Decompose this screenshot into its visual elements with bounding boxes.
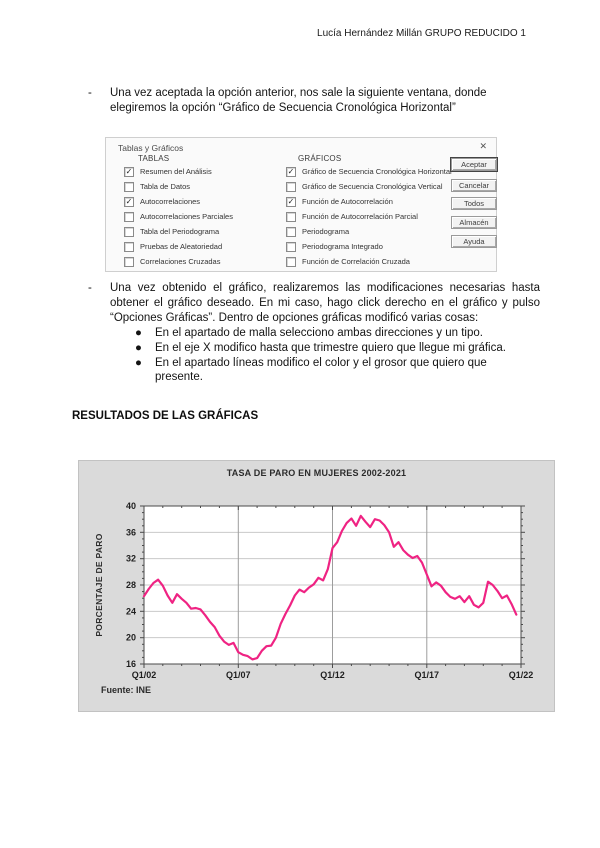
bullet-item-text: En el apartado líneas modifico el color … — [155, 356, 487, 384]
page-header: Lucía Hernández Millán GRUPO REDUCIDO 1 — [317, 28, 526, 39]
svg-text:Q1/07: Q1/07 — [226, 670, 251, 680]
checkbox-resumen-del-analisis[interactable]: ✓ — [124, 166, 134, 177]
checkbox-label: Tabla del Periodograma — [140, 227, 220, 236]
cancelar-button[interactable]: Cancelar — [451, 179, 497, 192]
checkbox-label: Tabla de Datos — [140, 182, 191, 191]
dot-bullet: ● — [135, 327, 142, 339]
aceptar-button[interactable]: Aceptar — [451, 158, 497, 171]
checkbox-label: Resumen del Análisis — [140, 167, 212, 176]
checkbox-grafico-secuencia-vertical[interactable] — [286, 181, 296, 192]
checkbox-label: Función de Autocorrelación — [302, 197, 393, 206]
checkbox-row-funcion-autocorrelacion-parcial[interactable]: Función de Autocorrelación Parcial — [286, 209, 452, 224]
checkbox-funcion-correlacion-cruzada[interactable] — [286, 256, 296, 267]
checkbox-funcion-autocorrelacion-parcial[interactable] — [286, 211, 296, 222]
checkbox-row-correlaciones-cruzadas[interactable]: Correlaciones Cruzadas — [124, 254, 233, 269]
svg-text:Q1/17: Q1/17 — [415, 670, 440, 680]
checkbox-row-resumen-del-analisis[interactable]: ✓ Resumen del Análisis — [124, 164, 233, 179]
checkbox-label: Gráfico de Secuencia Cronológica Horizon… — [302, 167, 452, 176]
bullet-item: ● En el apartado de malla selecciono amb… — [135, 326, 535, 341]
chart-source: Fuente: INE — [101, 685, 152, 695]
svg-text:40: 40 — [126, 501, 136, 511]
checkbox-row-periodograma[interactable]: Periodograma — [286, 224, 452, 239]
graphs-checkbox-column: ✓ Gráfico de Secuencia Cronológica Horiz… — [286, 164, 452, 269]
dot-bullet: ● — [135, 356, 142, 369]
checkbox-label: Autocorrelaciones Parciales — [140, 212, 233, 221]
svg-text:36: 36 — [126, 527, 136, 537]
svg-text:32: 32 — [126, 554, 136, 564]
paragraph-2-text: Una vez obtenido el gráfico, realizaremo… — [110, 282, 540, 324]
svg-text:28: 28 — [126, 580, 136, 590]
checkbox-grafico-secuencia-horizontal[interactable]: ✓ — [286, 166, 296, 177]
checkbox-periodograma[interactable] — [286, 226, 296, 237]
checkbox-autocorrelaciones[interactable]: ✓ — [124, 196, 134, 207]
sub-bullet-list: ● En el apartado de malla selecciono amb… — [135, 326, 535, 385]
checkbox-row-tabla-del-periodograma[interactable]: Tabla del Periodograma — [124, 224, 233, 239]
checkbox-row-tabla-de-datos[interactable]: Tabla de Datos — [124, 179, 233, 194]
checkbox-periodograma-integrado[interactable] — [286, 241, 296, 252]
dot-bullet: ● — [135, 341, 142, 354]
checkbox-label: Función de Correlación Cruzada — [302, 257, 410, 266]
checkbox-row-pruebas-de-aleatoriedad[interactable]: Pruebas de Aleatoriedad — [124, 239, 233, 254]
bullet-item-text: En el apartado de malla selecciono ambas… — [155, 327, 483, 339]
checkbox-tabla-del-periodograma[interactable] — [124, 226, 134, 237]
bullet-paragraph-2: - Una vez obtenido el gráfico, realizare… — [88, 281, 540, 326]
svg-text:Q1/12: Q1/12 — [320, 670, 345, 680]
bullet-item-text: En el eje X modifico hasta que trimestre… — [155, 341, 506, 354]
checkbox-row-grafico-secuencia-vertical[interactable]: Gráfico de Secuencia Cronológica Vertica… — [286, 179, 452, 194]
ayuda-button[interactable]: Ayuda — [451, 235, 497, 248]
paragraph-1-text: Una vez aceptada la opción anterior, nos… — [110, 87, 487, 114]
checkbox-pruebas-de-aleatoriedad[interactable] — [124, 241, 134, 252]
checkbox-row-funcion-autocorrelacion[interactable]: ✓ Función de Autocorrelación — [286, 194, 452, 209]
checkbox-tabla-de-datos[interactable] — [124, 181, 134, 192]
chart-title: TASA DE PARO EN MUJERES 2002-2021 — [226, 468, 407, 478]
tables-column-header: TABLAS — [138, 154, 170, 163]
checkbox-label: Periodograma — [302, 227, 350, 236]
svg-text:16: 16 — [126, 659, 136, 669]
checkbox-correlaciones-cruzadas[interactable] — [124, 256, 134, 267]
checkbox-row-funcion-correlacion-cruzada[interactable]: Función de Correlación Cruzada — [286, 254, 452, 269]
svg-text:Q1/02: Q1/02 — [132, 670, 157, 680]
checkbox-row-grafico-secuencia-horizontal[interactable]: ✓ Gráfico de Secuencia Cronológica Horiz… — [286, 164, 452, 179]
dash-bullet: - — [88, 87, 92, 99]
svg-text:24: 24 — [126, 606, 136, 616]
close-icon[interactable]: ✕ — [479, 141, 487, 151]
dash-bullet: - — [88, 282, 92, 294]
checkbox-row-autocorrelaciones[interactable]: ✓ Autocorrelaciones — [124, 194, 233, 209]
bullet-item: ● En el eje X modifico hasta que trimest… — [135, 341, 535, 356]
checkbox-label: Pruebas de Aleatoriedad — [140, 242, 223, 251]
tablas-y-graficos-dialog: Tablas y Gráficos ✕ TABLAS GRÁFICOS ✓ Re… — [105, 137, 497, 272]
chart-y-axis-label: PORCENTAJE DE PARO — [94, 533, 104, 637]
graphs-column-header: GRÁFICOS — [298, 154, 342, 163]
checkbox-autocorrelaciones-parciales[interactable] — [124, 211, 134, 222]
checkbox-funcion-autocorrelacion[interactable]: ✓ — [286, 196, 296, 207]
svg-text:20: 20 — [126, 633, 136, 643]
checkbox-row-autocorrelaciones-parciales[interactable]: Autocorrelaciones Parciales — [124, 209, 233, 224]
tables-checkbox-column: ✓ Resumen del Análisis Tabla de Datos ✓ … — [124, 164, 233, 269]
checkbox-label: Autocorrelaciones — [140, 197, 201, 206]
checkbox-label: Periodograma Integrado — [302, 242, 383, 251]
svg-text:Q1/22: Q1/22 — [509, 670, 534, 680]
dialog-title: Tablas y Gráficos — [118, 143, 184, 153]
bullet-paragraph-1: - Una vez aceptada la opción anterior, n… — [88, 86, 540, 116]
results-heading: RESULTADOS DE LAS GRÁFICAS — [72, 410, 259, 422]
chart-panel: 16 20 24 28 32 36 40 Q1/02 Q1/07 Q1/12 Q1/17 Q1/22 … — [78, 460, 555, 712]
checkbox-label: Gráfico de Secuencia Cronológica Vertica… — [302, 182, 443, 191]
bullet-item: ● En el apartado líneas modifico el colo… — [135, 356, 535, 386]
almacen-button[interactable]: Almacén — [451, 216, 497, 229]
unemployment-line-chart: 16 20 24 28 32 36 40 Q1/02 Q1/07 Q1/12 Q1/17 Q1/22 — [126, 501, 534, 680]
checkbox-label: Correlaciones Cruzadas — [140, 257, 221, 266]
checkbox-row-periodograma-integrado[interactable]: Periodograma Integrado — [286, 239, 452, 254]
todos-button[interactable]: Todos — [451, 197, 497, 210]
checkbox-label: Función de Autocorrelación Parcial — [302, 212, 418, 221]
